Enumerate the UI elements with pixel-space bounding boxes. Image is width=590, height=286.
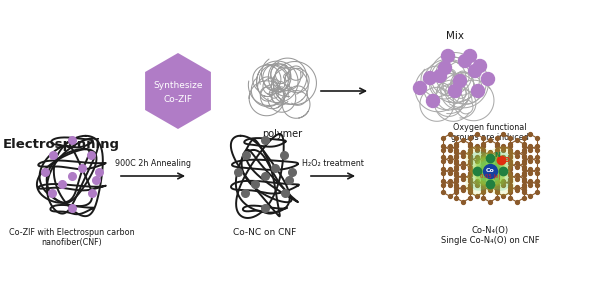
- Text: Synthesize: Synthesize: [153, 80, 203, 90]
- Ellipse shape: [470, 158, 503, 191]
- Text: Co-ZIF with Electrospun carbon
nanofiber(CNF): Co-ZIF with Electrospun carbon nanofiber…: [9, 228, 135, 247]
- Ellipse shape: [475, 156, 499, 179]
- Text: N: N: [495, 152, 501, 158]
- Ellipse shape: [480, 161, 493, 174]
- Ellipse shape: [470, 151, 503, 184]
- Circle shape: [448, 84, 461, 98]
- Circle shape: [464, 49, 477, 63]
- Circle shape: [481, 72, 494, 86]
- Circle shape: [441, 49, 454, 63]
- Text: Electrospinning: Electrospinning: [3, 138, 120, 151]
- Circle shape: [438, 61, 451, 74]
- Circle shape: [424, 72, 437, 84]
- Ellipse shape: [472, 153, 514, 196]
- Circle shape: [434, 69, 447, 82]
- Ellipse shape: [466, 146, 508, 189]
- Text: Co-N₄(O): Co-N₄(O): [471, 226, 509, 235]
- Text: polymer: polymer: [262, 129, 302, 139]
- Ellipse shape: [472, 146, 514, 189]
- Text: Oxygen functional
groups are induced: Oxygen functional groups are induced: [451, 123, 529, 142]
- Ellipse shape: [480, 168, 493, 181]
- Circle shape: [468, 65, 481, 78]
- Circle shape: [427, 94, 440, 108]
- Text: 0.05 |e|: 0.05 |e|: [480, 174, 500, 179]
- Text: 900C 2h Annealing: 900C 2h Annealing: [115, 159, 191, 168]
- Text: Co: Co: [486, 168, 494, 174]
- Circle shape: [471, 84, 484, 98]
- Circle shape: [458, 55, 471, 67]
- Polygon shape: [145, 53, 211, 129]
- Text: Single Co-N₄(O) on CNF: Single Co-N₄(O) on CNF: [441, 236, 539, 245]
- Circle shape: [454, 74, 467, 88]
- Text: Co-NC on CNF: Co-NC on CNF: [234, 228, 297, 237]
- Ellipse shape: [477, 151, 510, 184]
- Circle shape: [474, 59, 487, 72]
- Ellipse shape: [487, 168, 500, 181]
- Ellipse shape: [466, 153, 508, 196]
- Text: H₂O₂ treatment: H₂O₂ treatment: [302, 159, 364, 168]
- Text: Co-ZIF: Co-ZIF: [163, 94, 192, 104]
- Ellipse shape: [482, 163, 505, 186]
- Ellipse shape: [477, 158, 510, 191]
- Ellipse shape: [487, 161, 500, 174]
- Text: O: O: [503, 157, 509, 163]
- Ellipse shape: [475, 163, 499, 186]
- Circle shape: [414, 82, 427, 94]
- Ellipse shape: [482, 156, 505, 179]
- Text: Mix: Mix: [446, 31, 464, 41]
